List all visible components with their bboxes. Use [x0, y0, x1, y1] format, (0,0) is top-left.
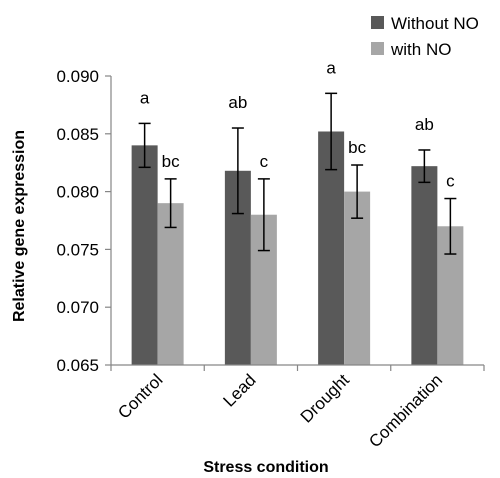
x-tick-label: Drought: [297, 370, 353, 426]
significance-label: ab: [415, 115, 434, 134]
significance-label: a: [326, 58, 336, 77]
x-tick-label: Control: [114, 370, 166, 422]
bar: [344, 191, 371, 365]
significance-label: c: [260, 152, 269, 171]
y-tick-label: 0.075: [56, 240, 99, 259]
legend-label: with NO: [390, 40, 451, 59]
significance-label: bc: [162, 152, 180, 171]
legend-swatch: [371, 42, 384, 55]
y-tick-label: 0.070: [56, 298, 99, 317]
bar: [318, 131, 345, 365]
y-axis-title: Relative gene expression: [11, 130, 28, 322]
bar: [411, 166, 438, 365]
significance-label: a: [140, 88, 150, 107]
significance-label: c: [446, 172, 455, 191]
legend-label: Without NO: [391, 14, 479, 33]
bars: a ab a ab bc c bc c: [131, 58, 464, 365]
legend-swatch: [371, 16, 384, 29]
y-tick-label: 0.090: [56, 67, 99, 86]
y-axis: 0.065 0.070 0.075 0.080 0.085 0.090: [56, 67, 112, 375]
legend: Without NO with NO: [371, 14, 479, 59]
x-tick-label: Combination: [365, 370, 446, 451]
x-axis: Control Lead Drought Combination: [110, 364, 485, 451]
bar: [157, 203, 184, 365]
y-tick-label: 0.085: [56, 125, 99, 144]
y-tick-label: 0.065: [56, 356, 99, 375]
x-axis-title: Stress condition: [203, 459, 328, 476]
y-tick-label: 0.080: [56, 183, 99, 202]
x-tick-label: Lead: [220, 370, 260, 410]
bar: [131, 145, 158, 365]
significance-label: bc: [348, 138, 366, 157]
significance-label: ab: [228, 93, 247, 112]
